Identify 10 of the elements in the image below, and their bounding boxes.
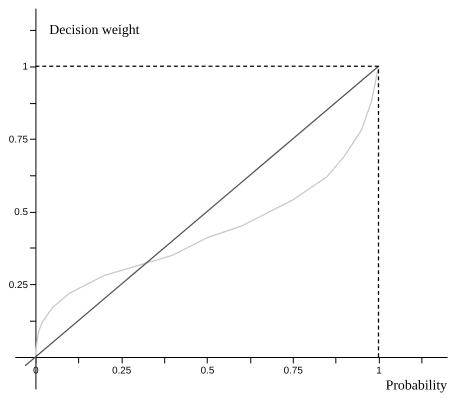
y-tick-label: 0.5 — [14, 207, 29, 218]
x-axis-title: Probability — [386, 378, 448, 393]
x-tick-label: 1 — [376, 365, 382, 376]
y-tick-label: 0.75 — [8, 134, 28, 146]
y-axis-title: Decision weight — [49, 22, 140, 37]
y-tick-label: 0.25 — [8, 280, 28, 291]
y-tick-label: 1 — [22, 62, 29, 73]
x-tick-label: 0.25 — [112, 365, 132, 376]
x-tick-label: 0.75 — [284, 365, 304, 376]
x-tick-label: 0.5 — [200, 365, 215, 376]
